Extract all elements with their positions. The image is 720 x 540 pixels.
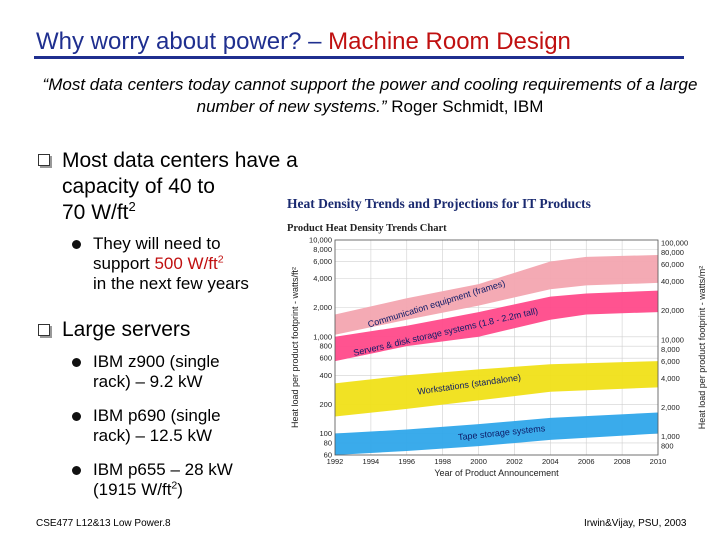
sub-bullet-p655: IBM p655 – 28 kW (1915 W/ft2) bbox=[93, 460, 233, 499]
y-tick-label-left: 200 bbox=[319, 400, 332, 409]
y-tick-label-right: 10,000 bbox=[661, 335, 684, 344]
series-band-3 bbox=[335, 412, 658, 455]
x-tick-label: 2010 bbox=[650, 457, 667, 466]
y-tick-label-right: 60,000 bbox=[661, 260, 684, 269]
y-tick-label-right: 8,000 bbox=[661, 345, 680, 354]
title-underline bbox=[34, 56, 684, 59]
bullet-large-servers: Large servers bbox=[62, 318, 191, 341]
sub-bullet-p690: IBM p690 (single rack) – 12.5 kW bbox=[93, 406, 221, 445]
sub-bullet-marker bbox=[72, 466, 81, 475]
plot-frame bbox=[334, 239, 659, 456]
y-tick-label-left: 800 bbox=[319, 342, 332, 351]
y-tick-label-right: 20,000 bbox=[661, 306, 684, 315]
quote: “Most data centers today cannot support … bbox=[40, 74, 700, 118]
y-tick-label-left: 80 bbox=[324, 438, 332, 447]
x-tick-label: 2006 bbox=[578, 457, 595, 466]
x-tick-label: 1994 bbox=[363, 457, 380, 466]
sub-bullet-marker bbox=[72, 412, 81, 421]
y-tick-label-right: 40,000 bbox=[661, 277, 684, 286]
x-axis-label: Year of Product Announcement bbox=[434, 468, 559, 478]
x-tick-label: 2000 bbox=[470, 457, 487, 466]
bullet-data-center-capacity: Most data centers have a capacity of 40 … bbox=[62, 149, 298, 224]
x-tick-label: 1998 bbox=[434, 457, 451, 466]
sub-bullet-z900: IBM z900 (single rack) – 9.2 kW bbox=[93, 352, 220, 391]
y-axis-label-left: Heat load per product footprint - watts/… bbox=[290, 267, 300, 428]
footer-authors: Irwin&Vijay, PSU, 2003 bbox=[584, 518, 687, 529]
y-tick-label-left: 8,000 bbox=[313, 245, 332, 254]
x-tick-label: 1992 bbox=[327, 457, 344, 466]
sub-bullet-marker bbox=[72, 240, 81, 249]
quote-attribution: Roger Schmidt, IBM bbox=[386, 97, 544, 116]
y-tick-label-left: 6,000 bbox=[313, 257, 332, 266]
chart-title: Heat Density Trends and Projections for … bbox=[287, 196, 591, 211]
chart-subtitle: Product Heat Density Trends Chart bbox=[287, 223, 447, 234]
x-tick-label: 2004 bbox=[542, 457, 559, 466]
chart-axes bbox=[334, 239, 659, 456]
y-tick-label-left: 10,000 bbox=[309, 236, 332, 245]
series-band-2 bbox=[335, 361, 658, 417]
quote-text: “Most data centers today cannot support … bbox=[42, 75, 698, 116]
y-tick-label-left: 600 bbox=[319, 354, 332, 363]
y-tick-label-right: 100,000 bbox=[661, 239, 688, 248]
bullet-marker bbox=[38, 324, 50, 336]
series-band-0 bbox=[335, 254, 658, 335]
x-tick-label: 2002 bbox=[506, 457, 523, 466]
y-tick-label-left: 100 bbox=[319, 429, 332, 438]
y-tick-label-left: 2,000 bbox=[313, 303, 332, 312]
heat-density-chart: 10,0008,0006,0004,0002,0001,000800600400… bbox=[290, 236, 707, 479]
y-tick-label-left: 4,000 bbox=[313, 274, 332, 283]
y-tick-label-right: 6,000 bbox=[661, 357, 680, 366]
y-tick-label-right: 80,000 bbox=[661, 248, 684, 257]
y-tick-label-left: 400 bbox=[319, 371, 332, 380]
sub-bullet-future-need: They will need to support 500 W/ft2 in t… bbox=[93, 234, 249, 293]
y-tick-label-left: 1,000 bbox=[313, 332, 332, 341]
footer-course: CSE477 L12&13 Low Power.8 bbox=[36, 518, 171, 529]
series-band-1 bbox=[335, 290, 658, 362]
y-tick-label-left: 60 bbox=[324, 451, 332, 460]
slide-title: Why worry about power? – Machine Room De… bbox=[36, 28, 571, 55]
chart-bands bbox=[335, 254, 658, 455]
x-tick-label: 2008 bbox=[614, 457, 631, 466]
y-tick-label-right: 1,000 bbox=[661, 432, 680, 441]
y-tick-label-right: 2,000 bbox=[661, 403, 680, 412]
sub-bullet-marker bbox=[72, 358, 81, 367]
y-tick-label-right: 4,000 bbox=[661, 374, 680, 383]
x-tick-label: 1996 bbox=[398, 457, 415, 466]
bullet-marker bbox=[38, 154, 50, 166]
y-tick-label-right: 800 bbox=[661, 442, 674, 451]
y-axis-label-right: Heat load per product footprint - watts/… bbox=[697, 266, 707, 430]
